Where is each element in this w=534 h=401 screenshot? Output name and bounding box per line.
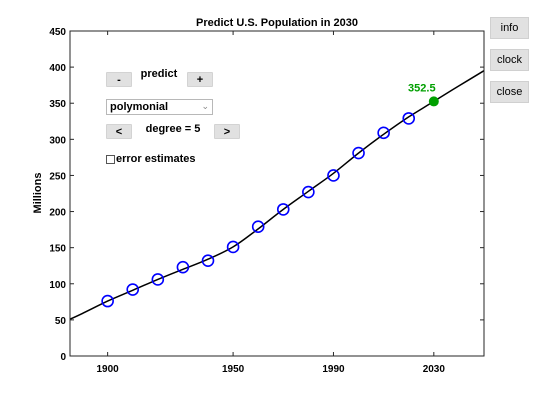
data-point (402, 112, 416, 125)
degree-next-button[interactable]: > (214, 124, 240, 139)
data-point (151, 273, 165, 286)
data-point (352, 146, 365, 160)
prediction-label: 352.5 (408, 82, 436, 94)
data-point (327, 169, 340, 182)
prediction-marker (428, 96, 439, 107)
x-axis-ticks: 1900 1950 1990 2030 (97, 31, 446, 375)
y-axis-label: Millions (32, 173, 44, 214)
y-tick-label: 100 (49, 280, 66, 291)
info-button[interactable]: info (490, 17, 529, 39)
y-tick-label: 250 (49, 171, 66, 182)
method-select[interactable]: polymonial ⌄ (106, 99, 213, 115)
plot-title: Predict U.S. Population in 2030 (196, 17, 358, 29)
plot-area (70, 31, 484, 356)
error-estimates-checkbox[interactable]: error estimates (106, 152, 196, 166)
error-estimates-label: error estimates (116, 153, 196, 165)
x-tick-label: 1900 (97, 364, 120, 375)
y-tick-label: 400 (49, 63, 66, 74)
x-tick-label: 2030 (423, 364, 446, 375)
close-button[interactable]: close (490, 81, 529, 103)
y-tick-label: 50 (55, 316, 67, 327)
y-tick-label: 150 (49, 244, 66, 255)
data-point (251, 220, 265, 234)
data-point (126, 283, 140, 296)
x-tick-label: 1950 (222, 364, 245, 375)
degree-label: degree = 5 (145, 123, 201, 135)
y-axis-ticks: 0 50 100 150 200 250 300 350 400 450 (49, 27, 484, 363)
checkbox-box[interactable] (106, 154, 115, 164)
data-point (176, 260, 190, 274)
fit-curve (69, 70, 485, 320)
y-tick-label: 350 (49, 99, 66, 110)
data-point (201, 254, 215, 267)
data-point (276, 203, 290, 216)
method-select-value: polymonial (110, 101, 169, 113)
minus-button[interactable]: - (106, 72, 132, 87)
data-markers (101, 112, 416, 308)
data-point (101, 294, 114, 308)
clock-button[interactable]: clock (490, 49, 529, 71)
y-tick-label: 0 (60, 352, 66, 363)
y-tick-label: 200 (49, 208, 66, 219)
plus-button[interactable]: + (187, 72, 213, 87)
data-point (302, 185, 315, 199)
degree-prev-button[interactable]: < (106, 124, 132, 139)
data-point (377, 126, 390, 140)
data-point (226, 240, 240, 254)
chevron-down-icon: ⌄ (201, 101, 209, 111)
x-tick-label: 1990 (322, 364, 345, 375)
predict-label: predict (140, 68, 178, 80)
y-tick-label: 450 (49, 27, 66, 38)
y-tick-label: 300 (49, 135, 66, 146)
axes-box (69, 30, 485, 357)
